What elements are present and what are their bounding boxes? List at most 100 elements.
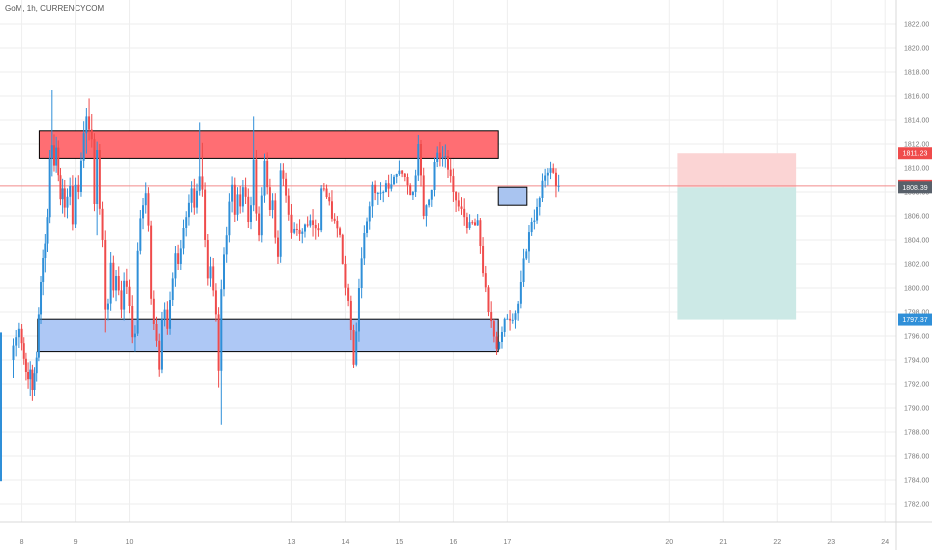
candle-body [144, 193, 147, 206]
candle-body [293, 228, 296, 233]
candle-body [223, 254, 225, 290]
candle [106, 298, 109, 321]
candle-body [27, 372, 30, 380]
candle [409, 183, 412, 196]
candle [231, 176, 234, 213]
candle [160, 312, 163, 374]
candle-body [482, 246, 485, 274]
candle [403, 172, 406, 182]
candle-body [201, 176, 204, 190]
candle-body [411, 192, 414, 196]
support-zone [37, 318, 499, 353]
candle-body [271, 200, 274, 210]
x-tick-label: 23 [827, 539, 835, 546]
candle-body [50, 145, 53, 159]
candle-body [217, 314, 220, 371]
candle [22, 337, 25, 365]
candle-body [209, 266, 212, 279]
y-tick-label: 1800.00 [904, 286, 929, 293]
candle-body [312, 220, 315, 225]
candle [303, 223, 306, 238]
candle-body [533, 220, 536, 222]
candle-body [484, 273, 487, 288]
candle [333, 213, 336, 224]
candle [144, 182, 147, 214]
candle [414, 169, 417, 197]
candle-body [449, 169, 452, 177]
candle-body [503, 318, 506, 332]
candle [473, 218, 476, 226]
candle [479, 218, 482, 254]
candle-body [298, 229, 301, 234]
y-tick-label: 1822.00 [904, 22, 929, 29]
candle-body [59, 175, 62, 200]
candle-body [33, 373, 36, 390]
stop-loss-area [677, 153, 797, 188]
candle-body [112, 262, 115, 291]
candle-body [42, 258, 45, 282]
candle-body [106, 303, 109, 310]
candle-body [74, 184, 77, 225]
candle-body [417, 144, 420, 176]
candle [12, 338, 15, 378]
candle-body [374, 184, 377, 194]
candle [376, 191, 379, 205]
candle [88, 98, 91, 141]
candle [301, 228, 304, 244]
x-tick-label: 10 [126, 539, 134, 546]
candle-body [509, 318, 512, 321]
candle-body [98, 150, 101, 209]
candle-body [204, 189, 207, 240]
candle [371, 181, 374, 218]
candle [349, 295, 352, 341]
candle [96, 141, 99, 236]
candle [217, 307, 220, 388]
candle [55, 136, 58, 173]
candle [29, 361, 32, 396]
candle-body [66, 196, 69, 208]
candle-body [255, 159, 258, 214]
candle-body [104, 240, 107, 310]
candle-body [40, 282, 43, 315]
candle [90, 114, 93, 148]
candle [401, 170, 404, 178]
candle [50, 90, 53, 177]
candle [63, 180, 66, 218]
candle-body [139, 218, 142, 251]
candle [417, 134, 420, 181]
candle [171, 272, 174, 306]
candle [549, 161, 552, 180]
candle-body [266, 160, 269, 188]
candle [24, 352, 27, 381]
candle [98, 144, 101, 215]
candle [163, 302, 166, 327]
candle [255, 150, 258, 221]
candle-body [444, 156, 447, 158]
chart-title: GoM, 1h, CURRENCYCOM [5, 4, 105, 13]
candle-body [46, 217, 49, 244]
candle-body [314, 224, 317, 229]
candle [71, 175, 74, 231]
candle [374, 180, 377, 201]
candle [204, 182, 207, 248]
price-badge: 1811.23 [898, 147, 932, 160]
candle-body [387, 183, 390, 189]
candle-body [128, 286, 131, 306]
y-tick-label: 1804.00 [904, 238, 929, 245]
candle [287, 188, 290, 221]
candle [482, 237, 485, 277]
candle [538, 196, 541, 216]
candle [455, 191, 458, 213]
candle-body [85, 116, 88, 134]
candle [66, 188, 69, 219]
candle-body [406, 176, 409, 186]
candle-body [393, 176, 396, 185]
x-tick-label: 16 [449, 539, 457, 546]
candle-body [179, 248, 182, 264]
candle-body [160, 319, 163, 370]
candle [341, 233, 344, 265]
candle [228, 193, 231, 243]
candle-body [55, 147, 58, 166]
candle [174, 246, 177, 287]
candle-body [37, 314, 40, 358]
